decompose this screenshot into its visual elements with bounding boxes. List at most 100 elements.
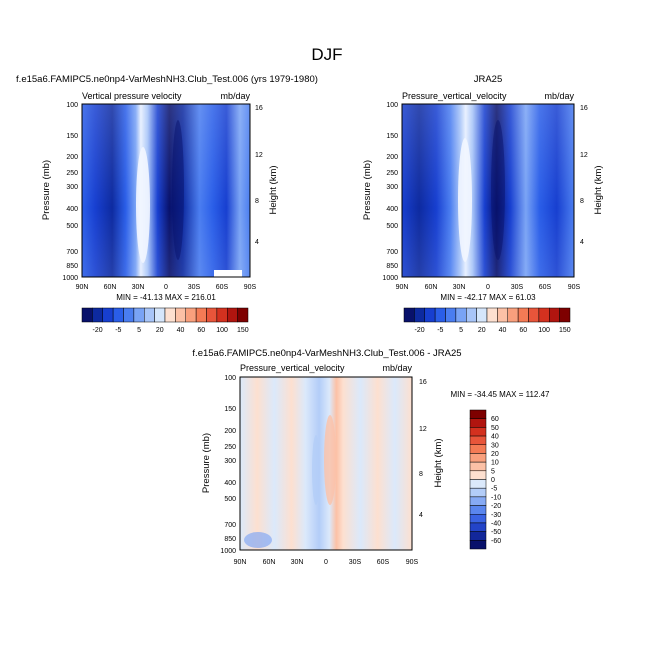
y-tick-label: 400 bbox=[386, 206, 398, 213]
y-tick-label: 850 bbox=[224, 536, 236, 543]
y-tick-label: 1000 bbox=[382, 275, 398, 282]
colorbar-box bbox=[517, 307, 529, 323]
y-right-tick-label: 8 bbox=[255, 198, 259, 205]
plot-contour bbox=[312, 435, 320, 505]
colorbar-label: 40 bbox=[499, 327, 507, 334]
panel-title: JRA25 bbox=[474, 74, 503, 85]
x-ticks: 90N 60N 30N 0 30S 60S 90S bbox=[76, 284, 257, 291]
colorbar-box bbox=[92, 307, 103, 323]
figure-title: DJF bbox=[311, 45, 342, 64]
y-right-tick-label: 4 bbox=[580, 239, 584, 246]
colorbar-box bbox=[469, 514, 487, 524]
colorbar-box bbox=[154, 307, 166, 323]
plot-contour bbox=[136, 147, 150, 263]
y-tick-label: 100 bbox=[66, 102, 78, 109]
colorbar-box bbox=[528, 307, 540, 323]
panel-right-label: mb/day bbox=[382, 363, 412, 373]
colorbar-label: 20 bbox=[478, 327, 486, 334]
y-tick-label: 500 bbox=[386, 223, 398, 230]
colorbar-label: 10 bbox=[491, 460, 499, 467]
y-tick-label: 700 bbox=[66, 249, 78, 256]
colorbar-label: 100 bbox=[216, 327, 228, 334]
min-max-label: MIN = -41.13 MAX = 216.01 bbox=[116, 293, 216, 302]
y-tick-label: 1000 bbox=[62, 275, 78, 282]
colorbar: -20 -5 5 20 40 60 100 150 bbox=[81, 307, 249, 334]
x-tick-label: 0 bbox=[486, 284, 490, 291]
x-tick-label: 90S bbox=[244, 284, 257, 291]
colorbar-box bbox=[237, 307, 249, 323]
colorbar-box bbox=[559, 307, 571, 323]
y-tick-label: 300 bbox=[224, 458, 236, 465]
colorbar-box bbox=[497, 307, 508, 323]
x-tick-label: 90N bbox=[234, 559, 247, 566]
x-tick-label: 60S bbox=[539, 284, 552, 291]
colorbar-label: -40 bbox=[491, 520, 501, 527]
colorbar-box bbox=[455, 307, 467, 323]
colorbar-label: 40 bbox=[177, 327, 185, 334]
y-tick-label: 850 bbox=[386, 263, 398, 270]
colorbar-box bbox=[102, 307, 114, 323]
colorbar-box bbox=[549, 307, 560, 323]
x-tick-label: 30N bbox=[132, 284, 145, 291]
colorbar-label: 20 bbox=[156, 327, 164, 334]
colorbar-box bbox=[123, 307, 135, 323]
y-tick-label: 400 bbox=[224, 480, 236, 487]
plot-frame bbox=[401, 103, 575, 278]
plot-frame bbox=[239, 376, 413, 551]
x-ticks: 90N 60N 30N 0 30S 60S 90S bbox=[396, 284, 581, 291]
panel-title: f.e15a6.FAMIPC5.ne0np4-VarMeshNH3.Club_T… bbox=[16, 74, 318, 85]
colorbar-box bbox=[469, 453, 487, 463]
colorbar-label: 60 bbox=[197, 327, 205, 334]
y-right-tick-label: 16 bbox=[255, 105, 263, 112]
y-tick-label: 850 bbox=[66, 263, 78, 270]
y-tick-label: 200 bbox=[386, 154, 398, 161]
y-tick-label: 250 bbox=[66, 170, 78, 177]
colorbar-box bbox=[469, 444, 487, 454]
colorbar-label: -20 bbox=[491, 503, 501, 510]
colorbar-label: 40 bbox=[491, 434, 499, 441]
y-axis-right-label: Height (km) bbox=[593, 165, 604, 214]
colorbar-box bbox=[414, 307, 425, 323]
plot-mask bbox=[214, 270, 242, 277]
y-tick-label: 100 bbox=[224, 375, 236, 382]
colorbar-label: 5 bbox=[491, 468, 495, 475]
y-tick-label: 500 bbox=[66, 223, 78, 230]
colorbar-box bbox=[133, 307, 145, 323]
y-ticks: 100 150 200 250 300 400 500 700 850 1000 bbox=[220, 375, 236, 555]
colorbar-box bbox=[486, 307, 498, 323]
colorbar-label: -20 bbox=[93, 327, 103, 334]
colorbar-box bbox=[164, 307, 176, 323]
colorbar-box bbox=[445, 307, 457, 323]
y-right-ticks: 16 12 8 4 bbox=[255, 105, 263, 246]
x-tick-label: 90S bbox=[406, 559, 419, 566]
x-tick-label: 30S bbox=[511, 284, 524, 291]
colorbar-label: 50 bbox=[491, 425, 499, 432]
y-axis-label: Pressure (mb) bbox=[201, 433, 212, 493]
y-tick-label: 200 bbox=[66, 154, 78, 161]
colorbar-label: -5 bbox=[491, 486, 497, 493]
colorbar-box bbox=[469, 496, 487, 506]
x-tick-label: 90N bbox=[76, 284, 89, 291]
colorbar-label: 150 bbox=[237, 327, 249, 334]
colorbar-label: -30 bbox=[491, 512, 501, 519]
y-tick-label: 100 bbox=[386, 102, 398, 109]
colorbar-label: 30 bbox=[491, 442, 499, 449]
y-axis-right-label: Height (km) bbox=[433, 438, 444, 487]
y-right-tick-label: 12 bbox=[419, 426, 427, 433]
x-tick-label: 30S bbox=[188, 284, 201, 291]
plot-contour bbox=[172, 120, 184, 260]
panel-left-label: Pressure_vertical_velocity bbox=[240, 363, 345, 373]
y-right-tick-label: 4 bbox=[419, 512, 423, 519]
plot-shading bbox=[402, 104, 574, 277]
plot-frame bbox=[81, 103, 251, 278]
colorbar-box bbox=[144, 307, 155, 323]
y-tick-label: 700 bbox=[386, 249, 398, 256]
colorbar-box bbox=[227, 307, 238, 323]
colorbar-box bbox=[206, 307, 218, 323]
x-tick-label: 30N bbox=[453, 284, 466, 291]
plot-shading bbox=[82, 104, 250, 277]
colorbar-label: 60 bbox=[519, 327, 527, 334]
y-axis-right-label: Height (km) bbox=[268, 165, 279, 214]
y-right-tick-label: 4 bbox=[255, 239, 259, 246]
